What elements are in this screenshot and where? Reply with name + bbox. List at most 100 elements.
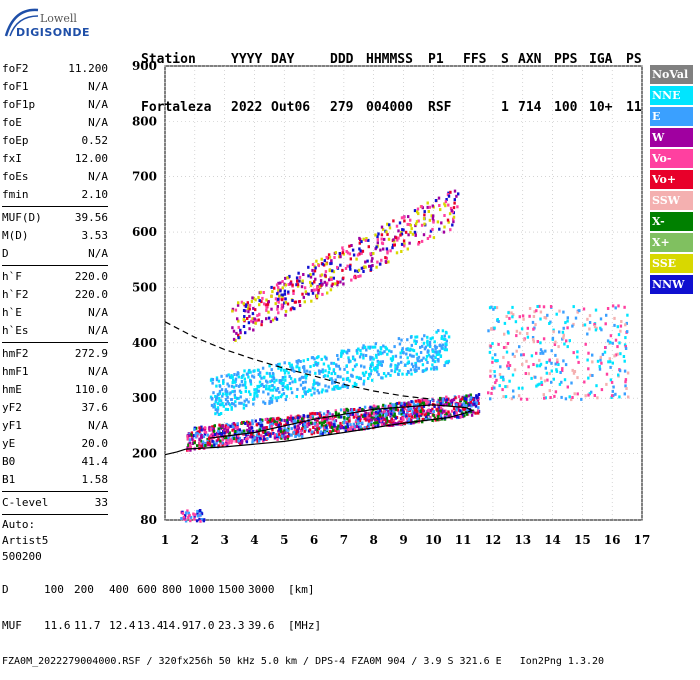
- data-point: [445, 360, 449, 364]
- data-point: [357, 268, 361, 272]
- data-point: [598, 365, 601, 368]
- data-point: [246, 307, 250, 310]
- param-divider: [2, 206, 108, 207]
- data-point: [619, 324, 623, 328]
- data-point: [440, 221, 443, 225]
- param-value: 20.0: [81, 437, 109, 450]
- data-point: [519, 397, 523, 401]
- data-point: [586, 332, 589, 336]
- data-point: [200, 512, 204, 516]
- data-point: [610, 396, 613, 399]
- data-point: [224, 424, 228, 428]
- data-point: [269, 320, 273, 324]
- data-point: [316, 427, 319, 431]
- data-point: [250, 426, 254, 430]
- data-point: [224, 389, 227, 393]
- data-point: [271, 318, 275, 322]
- data-point: [503, 332, 506, 336]
- data-point: [394, 363, 397, 367]
- data-point: [414, 368, 418, 372]
- data-point: [507, 311, 510, 315]
- param-name: yE: [2, 437, 16, 450]
- data-point: [249, 370, 252, 374]
- data-point: [339, 386, 342, 390]
- data-point: [502, 355, 505, 359]
- data-point: [416, 207, 420, 211]
- data-point: [309, 273, 312, 276]
- data-point: [258, 313, 261, 317]
- x-tick-label: 15: [574, 533, 591, 547]
- data-point: [247, 390, 251, 394]
- data-point: [376, 241, 379, 245]
- data-point: [259, 418, 262, 422]
- data-point: [325, 425, 328, 429]
- data-point: [397, 229, 400, 233]
- data-point: [436, 400, 439, 404]
- data-point: [389, 357, 393, 361]
- data-point: [520, 327, 524, 331]
- data-point: [283, 426, 286, 430]
- data-point: [431, 349, 435, 353]
- data-point: [572, 322, 575, 326]
- data-point: [265, 317, 268, 321]
- data-point: [349, 428, 353, 432]
- param-row: fmin 2.10: [2, 186, 108, 204]
- data-point: [195, 519, 199, 523]
- x-tick-label: 8: [370, 533, 378, 547]
- data-point: [259, 290, 262, 294]
- data-point: [321, 368, 324, 372]
- data-point: [188, 444, 192, 447]
- data-point: [364, 260, 367, 264]
- data-point: [211, 381, 214, 385]
- data-point: [243, 429, 246, 433]
- data-point: [351, 408, 354, 412]
- data-point: [277, 281, 280, 285]
- data-point: [298, 422, 301, 426]
- data-point: [312, 431, 316, 435]
- data-point: [211, 378, 215, 381]
- data-point: [492, 307, 495, 311]
- data-point: [226, 430, 230, 434]
- data-point: [410, 372, 413, 376]
- data-point: [469, 393, 472, 397]
- header-label-0: Station: [141, 52, 196, 67]
- data-point: [273, 380, 276, 384]
- auto-line2: Artist5: [2, 534, 49, 547]
- data-point: [314, 428, 317, 431]
- data-point: [550, 369, 553, 373]
- data-point: [358, 421, 361, 425]
- data-point: [409, 413, 412, 417]
- data-point: [305, 369, 309, 373]
- data-point: [215, 439, 219, 443]
- data-point: [342, 426, 346, 430]
- data-point: [331, 417, 334, 421]
- data-point: [220, 403, 223, 407]
- data-point: [293, 425, 296, 429]
- data-point: [437, 415, 440, 419]
- data-point: [416, 402, 420, 406]
- data-point: [610, 394, 614, 398]
- data-point: [436, 220, 440, 224]
- data-point: [554, 362, 557, 366]
- data-point: [277, 288, 280, 292]
- data-point: [341, 385, 344, 389]
- data-point: [406, 417, 409, 421]
- data-point: [331, 429, 335, 433]
- data-point: [436, 350, 439, 354]
- data-point: [313, 412, 317, 416]
- data-point: [262, 390, 265, 394]
- data-point: [336, 375, 340, 379]
- data-point: [267, 431, 270, 435]
- data-point: [229, 391, 232, 395]
- data-point: [335, 363, 338, 367]
- data-point: [322, 412, 326, 416]
- data-point: [198, 517, 201, 521]
- data-point: [230, 402, 234, 405]
- legend-item-x: X+: [650, 233, 693, 252]
- data-point: [317, 369, 321, 373]
- data-point: [255, 390, 258, 394]
- data-point: [566, 316, 569, 320]
- data-point: [323, 280, 326, 284]
- data-point: [420, 412, 423, 416]
- data-point: [381, 351, 384, 355]
